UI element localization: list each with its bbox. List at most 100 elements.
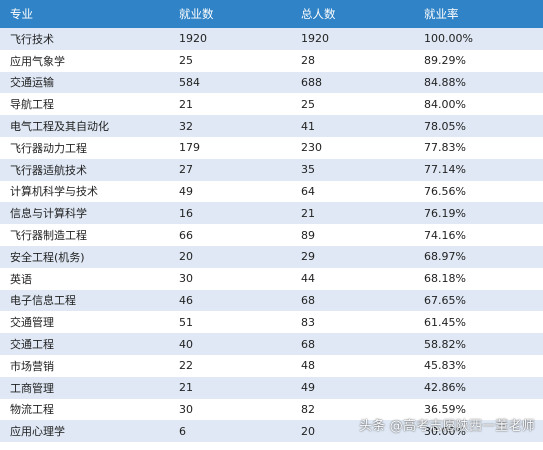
table-row: 飞行器适航技术 27 35 77.14% xyxy=(0,158,543,181)
cell-major: 交通工程 xyxy=(10,338,54,352)
table-row: 应用心理学 6 20 30.00% xyxy=(0,420,543,443)
cell-employment-rate: 89.29% xyxy=(424,54,466,68)
cell-employment-rate: 45.83% xyxy=(424,359,466,373)
cell-total-count: 48 xyxy=(301,359,315,373)
table-row: 导航工程 21 25 84.00% xyxy=(0,93,543,116)
cell-employment-rate: 77.14% xyxy=(424,163,466,177)
cell-employment-rate: 84.00% xyxy=(424,97,466,111)
header-employed-count: 就业数 xyxy=(179,7,214,21)
table-header-row: 专业 就业数 总人数 就业率 xyxy=(0,0,543,28)
cell-employment-rate: 67.65% xyxy=(424,293,466,307)
cell-employed-count: 25 xyxy=(179,54,193,68)
table-row: 交通管理 51 83 61.45% xyxy=(0,311,543,334)
cell-employed-count: 49 xyxy=(179,184,193,198)
table-body: 飞行技术 1920 1920 100.00% 应用气象学 25 28 89.29% 交通运输 58… xyxy=(0,28,543,443)
table-row: 交通运输 584 688 84.88% xyxy=(0,71,543,94)
cell-total-count: 83 xyxy=(301,315,315,329)
cell-employed-count: 21 xyxy=(179,381,193,395)
cell-total-count: 49 xyxy=(301,381,315,395)
cell-employed-count: 179 xyxy=(179,141,200,155)
cell-employed-count: 22 xyxy=(179,359,193,373)
table-row: 飞行技术 1920 1920 100.00% xyxy=(0,28,543,50)
cell-major: 工商管理 xyxy=(10,381,54,395)
table-row: 工商管理 21 49 42.86% xyxy=(0,376,543,399)
cell-total-count: 64 xyxy=(301,184,315,198)
cell-employment-rate: 100.00% xyxy=(424,32,473,46)
cell-total-count: 21 xyxy=(301,206,315,220)
cell-total-count: 82 xyxy=(301,402,315,416)
table-row: 计算机科学与技术 49 64 76.56% xyxy=(0,180,543,203)
cell-major: 飞行技术 xyxy=(10,32,54,46)
cell-total-count: 25 xyxy=(301,97,315,111)
cell-total-count: 230 xyxy=(301,141,322,155)
cell-major: 安全工程(机务) xyxy=(10,250,85,264)
cell-employment-rate: 58.82% xyxy=(424,337,466,351)
table-row: 飞行器动力工程 179 230 77.83% xyxy=(0,136,543,159)
cell-employment-rate: 74.16% xyxy=(424,228,466,242)
cell-employed-count: 16 xyxy=(179,206,193,220)
cell-major: 电气工程及其自动化 xyxy=(10,120,109,134)
cell-employment-rate: 42.86% xyxy=(424,381,466,395)
cell-major: 物流工程 xyxy=(10,403,54,417)
cell-employed-count: 40 xyxy=(179,337,193,351)
cell-employment-rate: 30.00% xyxy=(424,424,466,438)
cell-total-count: 20 xyxy=(301,424,315,438)
cell-employment-rate: 76.56% xyxy=(424,184,466,198)
cell-employed-count: 27 xyxy=(179,163,193,177)
cell-employment-rate: 61.45% xyxy=(424,315,466,329)
cell-major: 飞行器制造工程 xyxy=(10,229,87,243)
cell-employment-rate: 78.05% xyxy=(424,119,466,133)
cell-total-count: 28 xyxy=(301,54,315,68)
cell-major: 市场营销 xyxy=(10,359,54,373)
cell-total-count: 89 xyxy=(301,228,315,242)
table-row: 市场营销 22 48 45.83% xyxy=(0,354,543,377)
cell-major: 飞行器适航技术 xyxy=(10,163,87,177)
cell-employed-count: 21 xyxy=(179,97,193,111)
cell-employment-rate: 68.97% xyxy=(424,250,466,264)
cell-total-count: 1920 xyxy=(301,32,329,46)
cell-total-count: 68 xyxy=(301,337,315,351)
table-row: 应用气象学 25 28 89.29% xyxy=(0,49,543,72)
cell-major: 飞行器动力工程 xyxy=(10,141,87,155)
cell-total-count: 68 xyxy=(301,293,315,307)
table-row: 交通工程 40 68 58.82% xyxy=(0,333,543,355)
cell-employed-count: 20 xyxy=(179,250,193,264)
cell-major: 英语 xyxy=(10,272,32,286)
cell-major: 信息与计算科学 xyxy=(10,207,87,221)
table-row: 英语 30 44 68.18% xyxy=(0,267,543,290)
table-row: 电气工程及其自动化 32 41 78.05% xyxy=(0,115,543,137)
table-row: 电子信息工程 46 68 67.65% xyxy=(0,289,543,312)
cell-total-count: 29 xyxy=(301,250,315,264)
cell-major: 电子信息工程 xyxy=(10,294,76,308)
cell-major: 交通运输 xyxy=(10,76,54,90)
cell-employed-count: 584 xyxy=(179,75,200,89)
table-row: 信息与计算科学 16 21 76.19% xyxy=(0,202,543,225)
cell-total-count: 35 xyxy=(301,163,315,177)
cell-total-count: 41 xyxy=(301,119,315,133)
header-employment-rate: 就业率 xyxy=(424,7,459,21)
cell-employed-count: 6 xyxy=(179,424,186,438)
cell-major: 计算机科学与技术 xyxy=(10,185,98,199)
cell-major: 应用心理学 xyxy=(10,425,65,439)
header-total-count: 总人数 xyxy=(301,7,336,21)
cell-employed-count: 1920 xyxy=(179,32,207,46)
table-row: 安全工程(机务) 20 29 68.97% xyxy=(0,245,543,268)
cell-total-count: 688 xyxy=(301,75,322,89)
cell-employed-count: 66 xyxy=(179,228,193,242)
cell-major: 应用气象学 xyxy=(10,54,65,68)
cell-employment-rate: 77.83% xyxy=(424,141,466,155)
cell-employed-count: 51 xyxy=(179,315,193,329)
cell-employment-rate: 84.88% xyxy=(424,75,466,89)
cell-major: 导航工程 xyxy=(10,98,54,112)
table-row: 物流工程 30 82 36.59% xyxy=(0,398,543,421)
cell-employment-rate: 76.19% xyxy=(424,206,466,220)
watermark-text: 头条 @高考志愿陕西一董老师 xyxy=(359,419,535,434)
cell-employed-count: 46 xyxy=(179,293,193,307)
cell-employment-rate: 36.59% xyxy=(424,402,466,416)
header-major: 专业 xyxy=(10,7,33,21)
cell-employed-count: 32 xyxy=(179,119,193,133)
table-row: 飞行器制造工程 66 89 74.16% xyxy=(0,224,543,246)
cell-employment-rate: 68.18% xyxy=(424,272,466,286)
cell-employed-count: 30 xyxy=(179,272,193,286)
